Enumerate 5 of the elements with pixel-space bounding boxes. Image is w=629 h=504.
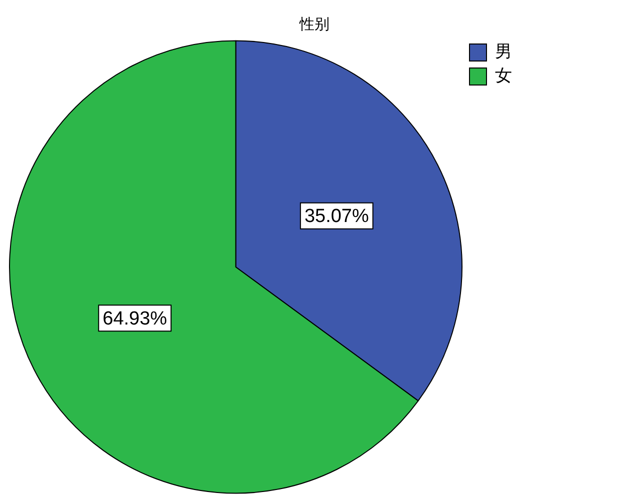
legend-label: 男 [495,42,512,62]
data-label: 64.93% [102,308,168,330]
legend-label: 女 [495,66,512,86]
data-label: 35.07% [304,206,369,228]
chart-title: 性别 [298,16,330,34]
